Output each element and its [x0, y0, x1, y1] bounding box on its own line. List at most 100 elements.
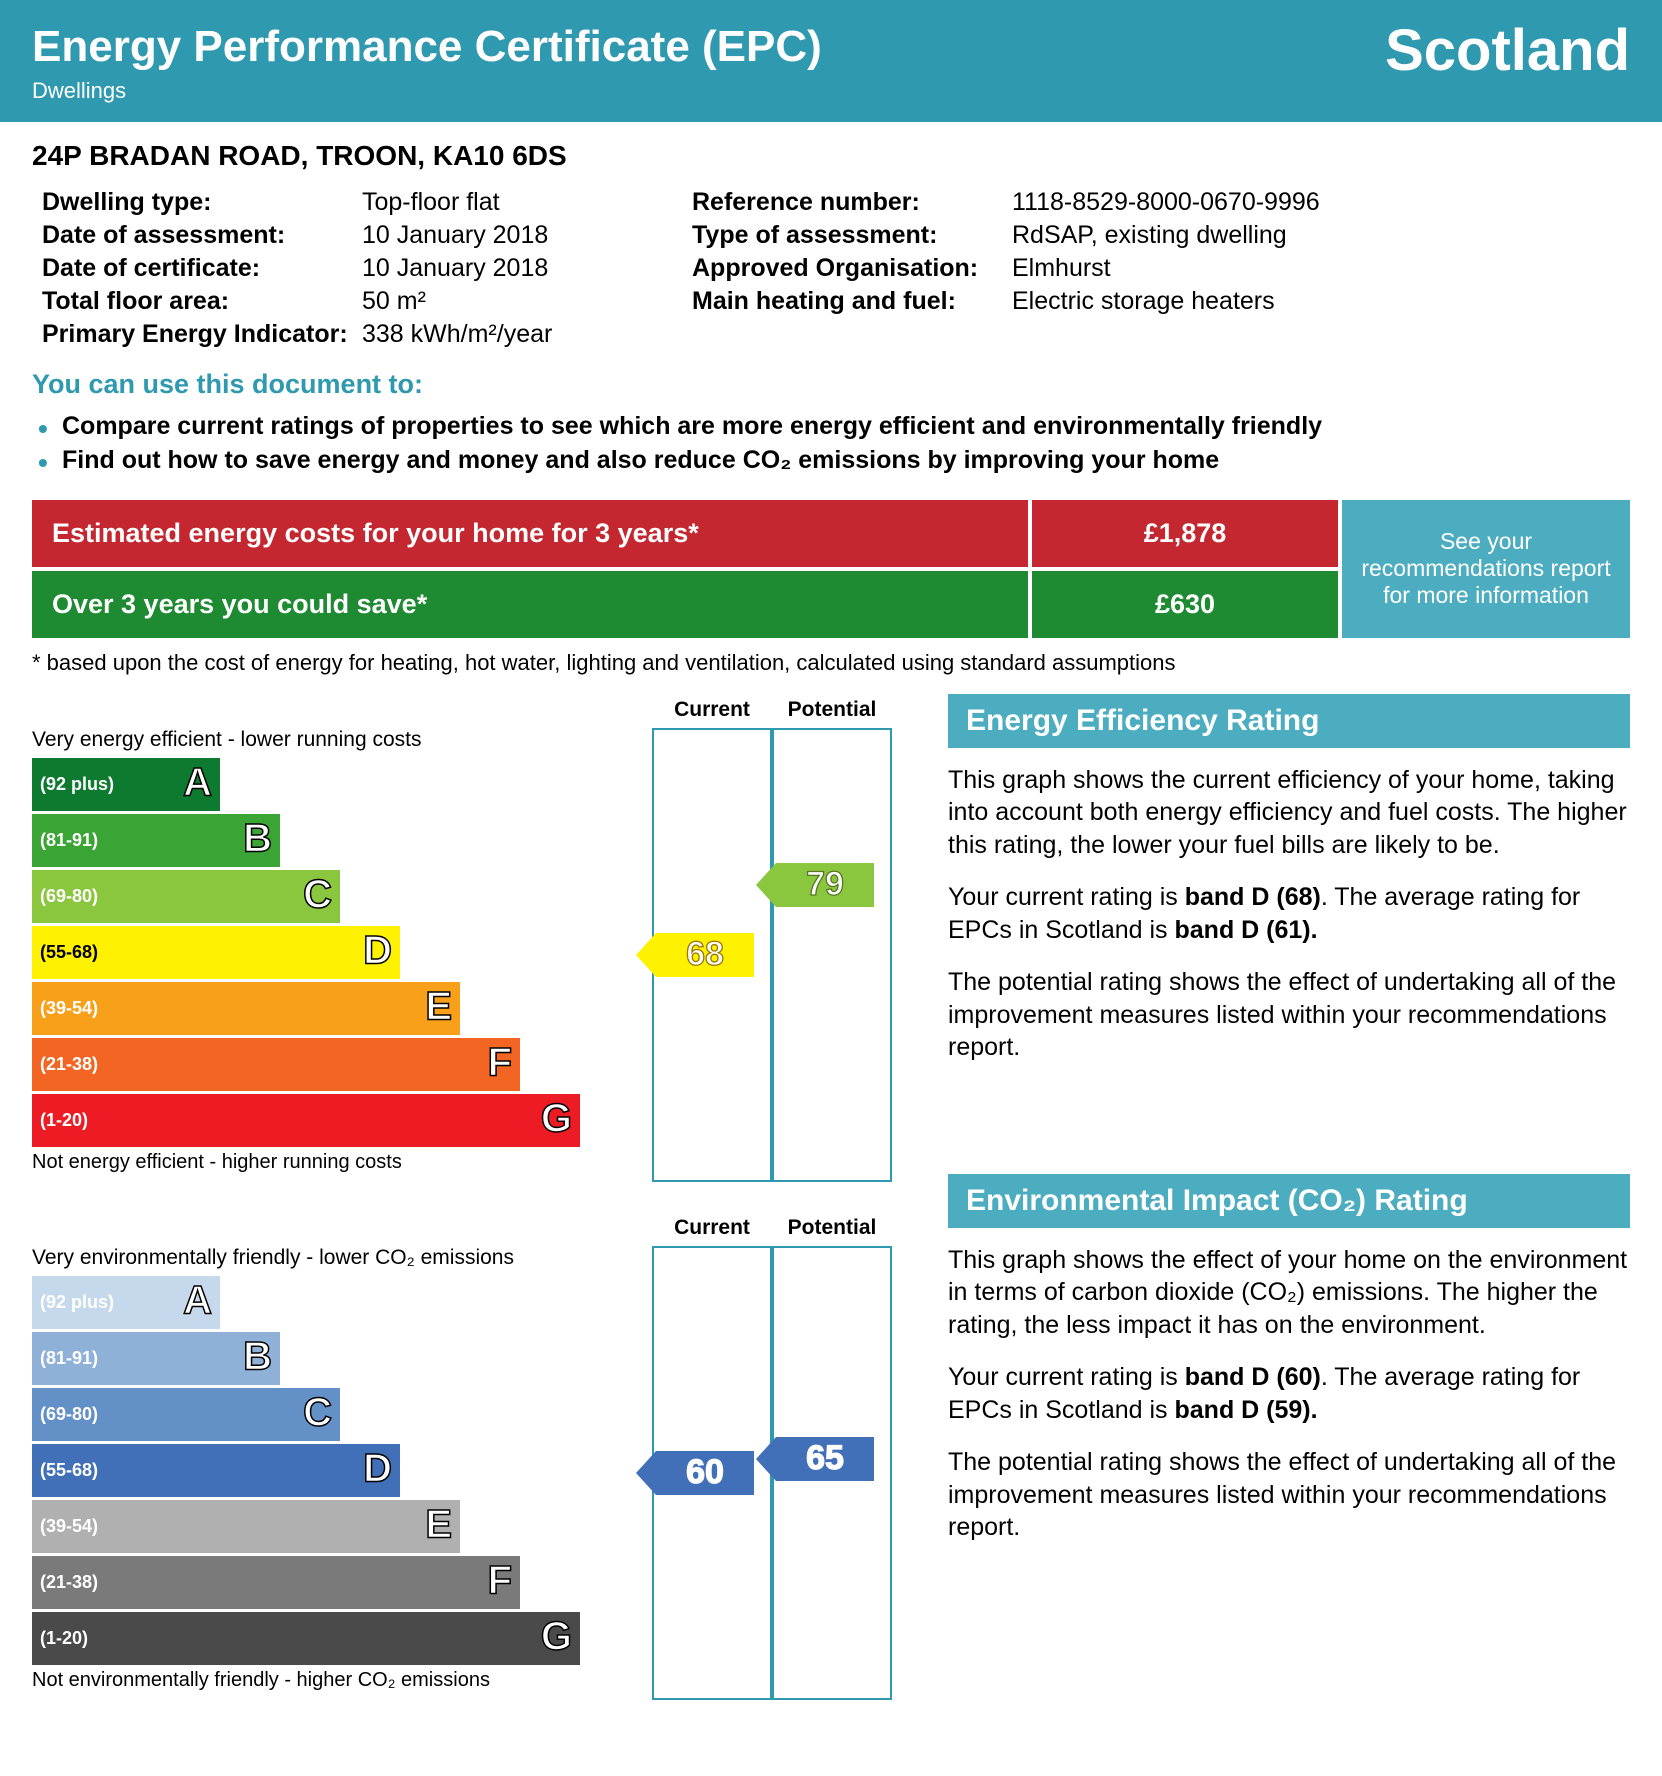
info-label: Primary Energy Indicator:	[42, 318, 362, 351]
rating-band-D: (55-68) D	[32, 926, 652, 979]
efficiency-title: Energy Efficiency Rating	[948, 694, 1630, 748]
info-grid: Dwelling type:Date of assessment:Date of…	[0, 180, 1662, 355]
info-right-col: Reference number:Type of assessment:Appr…	[692, 186, 1320, 351]
use-doc-title: You can use this document to:	[32, 369, 1630, 400]
band-letter: D	[363, 1447, 392, 1492]
property-address: 24P BRADAN ROAD, TROON, KA10 6DS	[0, 122, 1662, 180]
use-doc-item: Compare current ratings of properties to…	[32, 410, 1630, 444]
chart-top-label: Very environmentally friendly - lower CO…	[32, 1246, 652, 1270]
doc-subtitle: Dwellings	[32, 78, 822, 104]
band-range: (92 plus)	[40, 774, 114, 795]
chart-bottom-label: Not environmentally friendly - higher CO…	[32, 1669, 652, 1692]
rating-band-F: (21-38)F	[32, 1038, 652, 1091]
env-p2: Your current rating is band D (60). The …	[948, 1361, 1630, 1426]
save-value: £630	[1032, 571, 1342, 642]
environment-chart: CurrentPotential Very environmentally fri…	[32, 1212, 912, 1700]
band-letter: D	[363, 929, 392, 974]
info-left-values: Top-floor flat10 January 201810 January …	[362, 186, 692, 351]
main-content: CurrentPotentialVery energy efficient - …	[0, 676, 1662, 1730]
env-p3: The potential rating shows the effect of…	[948, 1446, 1630, 1544]
info-value: Electric storage heaters	[1012, 285, 1320, 318]
rating-value: 68	[656, 933, 754, 977]
rating-pointer: 68	[636, 933, 754, 977]
save-label: Over 3 years you could save*	[32, 571, 1032, 642]
band-range: (39-54)	[40, 998, 98, 1019]
header-left: Energy Performance Certificate (EPC) Dwe…	[32, 22, 822, 104]
env-p1: This graph shows the effect of your home…	[948, 1244, 1630, 1342]
band-range: (21-38)	[40, 1054, 98, 1075]
col-potential: Potential	[772, 1212, 892, 1246]
info-label: Main heating and fuel:	[692, 285, 1012, 318]
rating-band-D: (55-68) D	[32, 1444, 652, 1497]
band-range: (1-20)	[40, 1110, 88, 1131]
band-letter: E	[425, 985, 452, 1030]
rating-pointer: 79	[756, 863, 874, 907]
header-bar: Energy Performance Certificate (EPC) Dwe…	[0, 0, 1662, 122]
potential-col: 65	[772, 1246, 892, 1700]
eff-p1: This graph shows the current efficiency …	[948, 764, 1630, 862]
rating-band-E: (39-54) E	[32, 982, 652, 1035]
info-right-labels: Reference number:Type of assessment:Appr…	[692, 186, 1012, 351]
use-doc-section: You can use this document to: Compare cu…	[0, 355, 1662, 486]
band-range: (81-91)	[40, 830, 98, 851]
band-letter: A	[183, 761, 212, 806]
current-col: 60	[652, 1246, 772, 1700]
info-value: 50 m²	[362, 285, 692, 318]
info-label: Date of assessment:	[42, 219, 362, 252]
descriptions-column: Energy Efficiency Rating This graph show…	[948, 694, 1630, 1730]
current-col: 68	[652, 728, 772, 1182]
use-doc-item: Find out how to save energy and money an…	[32, 444, 1630, 478]
band-letter: B	[243, 1335, 272, 1380]
charts-column: CurrentPotentialVery energy efficient - …	[32, 694, 912, 1730]
band-range: (55-68)	[40, 942, 98, 963]
band-range: (1-20)	[40, 1628, 88, 1649]
est-cost-label: Estimated energy costs for your home for…	[32, 500, 1032, 571]
info-value: Elmhurst	[1012, 252, 1320, 285]
doc-title: Energy Performance Certificate (EPC)	[32, 22, 822, 72]
band-range: (39-54)	[40, 1516, 98, 1537]
info-label: Date of certificate:	[42, 252, 362, 285]
info-value: Top-floor flat	[362, 186, 692, 219]
rating-band-F: (21-38)F	[32, 1556, 652, 1609]
rating-value: 79	[776, 863, 874, 907]
col-current: Current	[652, 694, 772, 728]
band-letter: C	[303, 873, 332, 918]
rating-band-B: (81-91) B	[32, 814, 652, 867]
rating-band-E: (39-54) E	[32, 1500, 652, 1553]
info-value: 10 January 2018	[362, 252, 692, 285]
rating-band-C: (69-80) C	[32, 1388, 652, 1441]
chart-bottom-label: Not energy efficient - higher running co…	[32, 1151, 652, 1174]
est-cost-value: £1,878	[1032, 500, 1342, 571]
band-letter: G	[541, 1097, 572, 1142]
info-left-col: Dwelling type:Date of assessment:Date of…	[42, 186, 692, 351]
rating-band-G: (1-20) G	[32, 1612, 652, 1665]
band-letter: B	[243, 817, 272, 862]
info-value: RdSAP, existing dwelling	[1012, 219, 1320, 252]
info-label: Type of assessment:	[692, 219, 1012, 252]
info-value: 10 January 2018	[362, 219, 692, 252]
col-current: Current	[652, 1212, 772, 1246]
recommendations-note: See your recommendations report for more…	[1342, 500, 1630, 642]
band-letter: E	[425, 1503, 452, 1548]
band-range: (69-80)	[40, 1404, 98, 1425]
info-label: Approved Organisation:	[692, 252, 1012, 285]
region-label: Scotland	[1385, 22, 1630, 80]
costs-table: Estimated energy costs for your home for…	[32, 500, 1630, 642]
band-range: (55-68)	[40, 1460, 98, 1481]
rating-band-C: (69-80) C	[32, 870, 652, 923]
band-letter: C	[303, 1391, 332, 1436]
rating-band-G: (1-20) G	[32, 1094, 652, 1147]
info-label: Total floor area:	[42, 285, 362, 318]
band-range: (81-91)	[40, 1348, 98, 1369]
band-range: (21-38)	[40, 1572, 98, 1593]
rating-band-A: (92 plus) A	[32, 758, 652, 811]
info-value: 1118-8529-8000-0670-9996	[1012, 186, 1320, 219]
env-block: Environmental Impact (CO₂) Rating This g…	[948, 1174, 1630, 1544]
info-left-labels: Dwelling type:Date of assessment:Date of…	[42, 186, 362, 351]
col-potential: Potential	[772, 694, 892, 728]
costs-footnote: * based upon the cost of energy for heat…	[0, 642, 1662, 676]
band-letter: G	[541, 1615, 572, 1660]
eff-p2: Your current rating is band D (68). The …	[948, 881, 1630, 946]
environment-title: Environmental Impact (CO₂) Rating	[948, 1174, 1630, 1228]
band-range: (69-80)	[40, 886, 98, 907]
